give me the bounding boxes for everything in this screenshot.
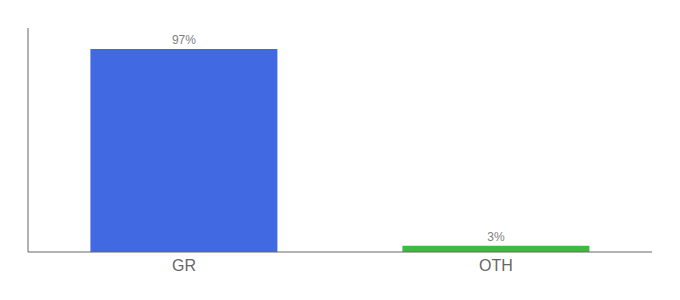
svg-text:GR: GR [172,257,196,274]
svg-text:OTH: OTH [479,257,513,274]
svg-text:97%: 97% [172,33,196,47]
svg-text:3%: 3% [487,230,505,244]
